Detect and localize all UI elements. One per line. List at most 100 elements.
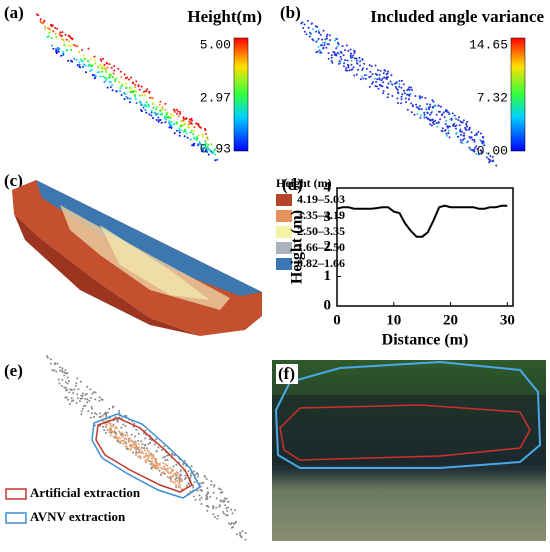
point (415, 106, 418, 109)
point (170, 113, 172, 116)
legend-title: Height (m) (276, 176, 332, 190)
point (101, 67, 103, 70)
point (147, 105, 150, 108)
panel-label: (f) (278, 364, 295, 383)
point (87, 60, 90, 63)
point (312, 28, 314, 31)
label-box (276, 364, 298, 384)
point (125, 437, 128, 440)
point (125, 82, 128, 85)
point (139, 448, 141, 451)
point (145, 447, 148, 450)
point (169, 125, 172, 128)
point (197, 144, 199, 147)
point (473, 140, 476, 143)
point (182, 119, 185, 122)
point (196, 137, 199, 140)
y-tick-label: 3 (324, 209, 332, 225)
point (356, 62, 359, 65)
point (349, 54, 352, 57)
point (439, 118, 442, 121)
point (201, 150, 203, 153)
point (314, 25, 317, 28)
point (470, 131, 473, 134)
point (98, 71, 101, 74)
point (142, 106, 145, 109)
point (81, 397, 84, 400)
point (157, 116, 160, 119)
point (424, 97, 427, 99)
point (376, 69, 379, 72)
point (193, 142, 196, 145)
point (164, 472, 166, 475)
point (337, 43, 340, 46)
point (461, 142, 464, 145)
point (489, 155, 492, 157)
point (339, 62, 342, 64)
point (463, 134, 466, 137)
point (111, 76, 114, 79)
colorbar-tick: 14.65 (469, 37, 508, 52)
point (205, 493, 208, 496)
point (179, 474, 182, 477)
point (60, 54, 63, 57)
y-tick-label: 0 (324, 297, 332, 313)
point (419, 114, 422, 117)
point (148, 451, 151, 454)
point (303, 30, 306, 33)
point (98, 396, 101, 399)
point (151, 466, 154, 469)
point (344, 49, 346, 52)
point (382, 81, 385, 84)
point (198, 141, 201, 143)
colorbar-tick: 0.00 (477, 143, 508, 158)
point (154, 458, 157, 461)
point (61, 378, 64, 381)
point (93, 59, 96, 62)
point (144, 104, 147, 107)
point (160, 449, 163, 451)
point (68, 391, 71, 394)
point (207, 153, 210, 156)
point (52, 47, 55, 50)
point (108, 76, 111, 79)
point (466, 120, 469, 123)
photo-band (272, 395, 546, 465)
point (101, 70, 104, 73)
point (99, 75, 102, 78)
point (374, 64, 377, 67)
point (44, 26, 47, 28)
point (335, 37, 338, 40)
point (157, 446, 160, 449)
point (121, 83, 124, 86)
point (113, 65, 116, 68)
point (396, 88, 399, 91)
point (172, 108, 175, 111)
y-tick-label: 1 (324, 268, 332, 284)
point (347, 66, 350, 69)
point (344, 69, 347, 72)
point (214, 159, 217, 162)
point (355, 73, 358, 76)
point (80, 58, 83, 61)
point (165, 113, 168, 116)
point (316, 50, 319, 53)
point (120, 439, 123, 442)
point (475, 145, 478, 148)
point (361, 69, 364, 71)
panel-label: (d) (282, 175, 303, 194)
point (81, 49, 84, 51)
point (152, 106, 155, 109)
point (386, 86, 388, 89)
point (212, 151, 215, 154)
point (109, 422, 112, 425)
point (465, 141, 468, 144)
point (308, 35, 311, 38)
point (103, 63, 106, 66)
point (177, 482, 180, 485)
point (51, 24, 54, 27)
point (190, 465, 193, 468)
point (166, 464, 169, 467)
point (192, 486, 195, 489)
point (474, 146, 476, 149)
